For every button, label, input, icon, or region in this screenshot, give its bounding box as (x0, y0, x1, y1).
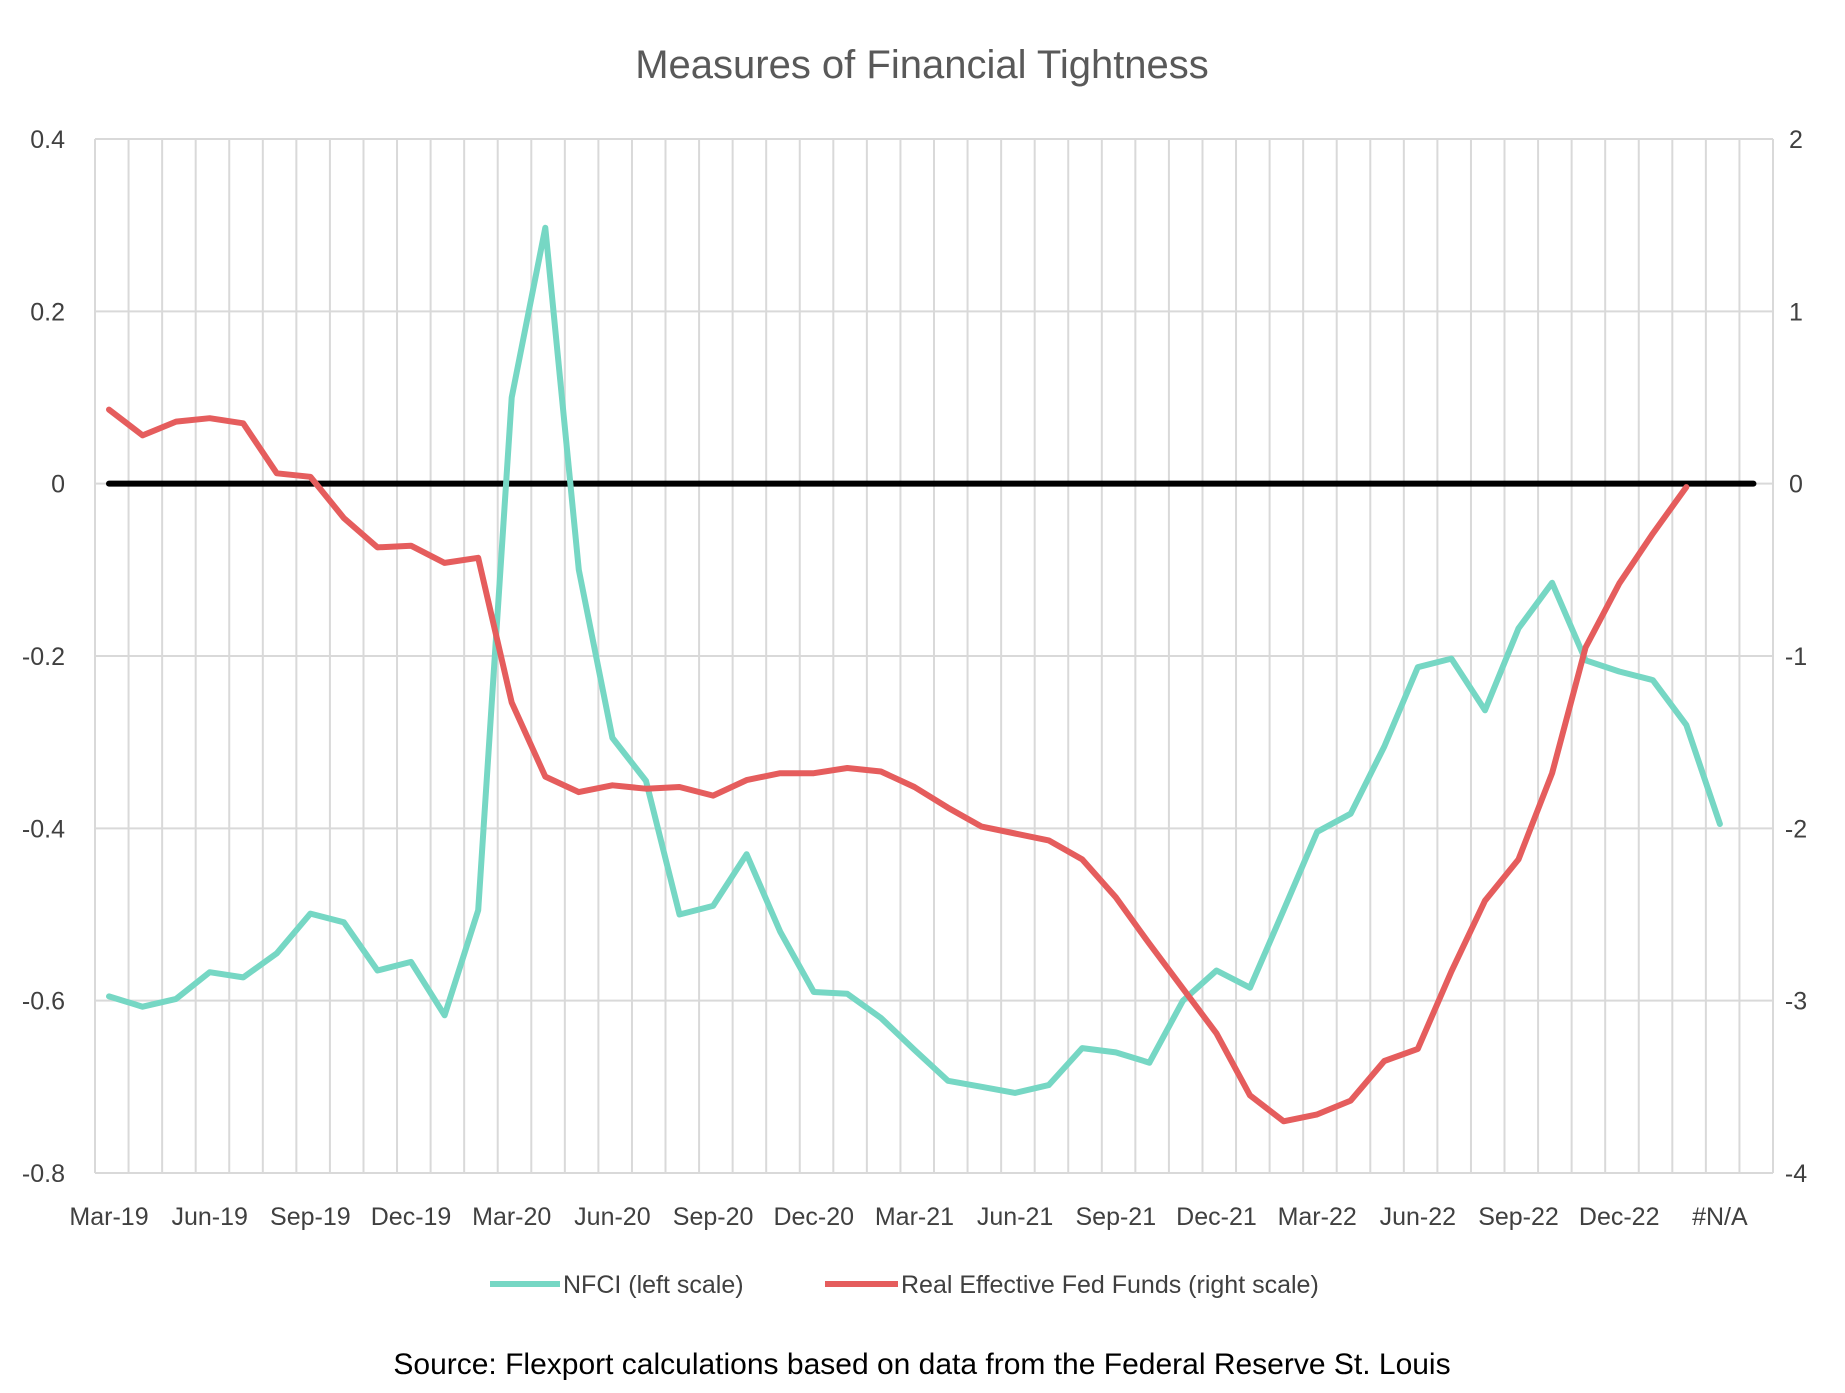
y-right-tick-label: -2 (1785, 815, 1807, 843)
x-tick-label: Sep-20 (673, 1203, 754, 1231)
axis-labels: 0.4 0.2 0 -0.2 -0.4 -0.6 -0.8 2 1 0 -1 -2 -3 -4 Mar-19… (22, 126, 1807, 1231)
y-left-tick-label: -0.4 (22, 815, 65, 843)
gridlines (94, 138, 1774, 1174)
x-tick-label: Jun-20 (574, 1203, 650, 1231)
x-tick-label: Mar-21 (875, 1203, 954, 1231)
x-tick-label: #N/A (1692, 1203, 1748, 1231)
y-right-tick-label: 0 (1789, 471, 1803, 499)
fed-funds-line (106, 406, 1690, 1125)
y-left-tick-label: 0.2 (30, 298, 65, 326)
y-right-tick-label: -3 (1785, 988, 1807, 1016)
x-tick-label: Dec-21 (1176, 1203, 1257, 1231)
chart-title: Measures of Financial Tightness (635, 43, 1209, 87)
x-tick-label: Dec-20 (773, 1203, 854, 1231)
x-tick-label: Mar-19 (69, 1203, 148, 1231)
x-tick-label: Mar-22 (1278, 1203, 1357, 1231)
source-note: Source: Flexport calculations based on d… (393, 1348, 1450, 1381)
series-group (106, 224, 1723, 1125)
x-tick-label: Jun-22 (1380, 1203, 1456, 1231)
y-left-tick-label: -0.2 (22, 643, 65, 671)
y-right-tick-label: -4 (1785, 1160, 1807, 1188)
nfci-line (106, 224, 1723, 1096)
x-tick-label: Dec-22 (1579, 1203, 1660, 1231)
y-right-tick-label: 1 (1789, 298, 1803, 326)
legend: NFCI (left scale) Real Effective Fed Fun… (490, 1271, 1319, 1299)
y-left-tick-label: 0.4 (30, 126, 65, 154)
y-right-tick-label: -1 (1785, 643, 1807, 671)
x-tick-label: Jun-19 (171, 1203, 247, 1231)
y-right-tick-label: 2 (1789, 126, 1803, 154)
y-left-tick-label: -0.6 (22, 988, 65, 1016)
x-tick-label: Jun-21 (977, 1203, 1053, 1231)
y-left-tick-label: 0 (51, 471, 65, 499)
x-tick-label: Mar-20 (472, 1203, 551, 1231)
x-tick-label: Dec-19 (371, 1203, 452, 1231)
y-left-tick-label: -0.8 (22, 1160, 65, 1188)
legend-label-fed-funds: Real Effective Fed Funds (right scale) (901, 1271, 1319, 1299)
x-tick-label: Sep-22 (1478, 1203, 1559, 1231)
x-tick-label: Sep-21 (1075, 1203, 1156, 1231)
legend-label-nfci: NFCI (left scale) (563, 1271, 744, 1299)
x-tick-label: Sep-19 (270, 1203, 351, 1231)
